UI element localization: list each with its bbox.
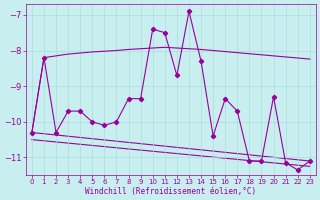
X-axis label: Windchill (Refroidissement éolien,°C): Windchill (Refroidissement éolien,°C): [85, 187, 256, 196]
